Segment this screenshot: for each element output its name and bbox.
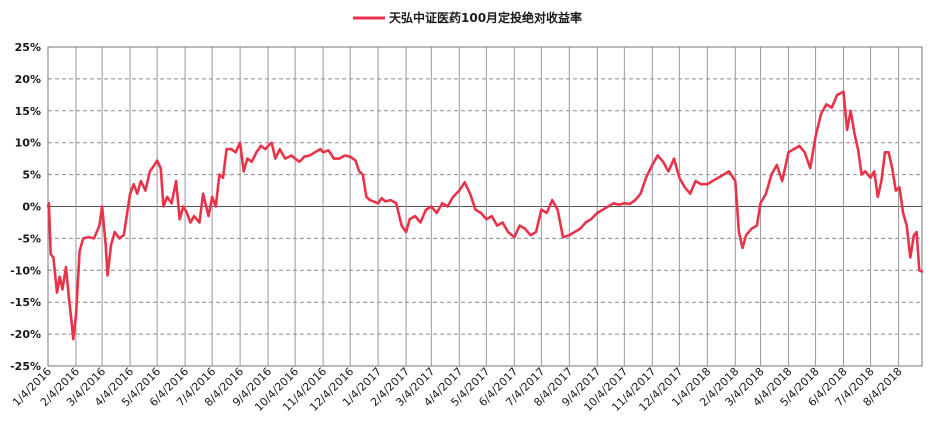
series-line: [46, 90, 924, 341]
y-tick-label: -10%: [10, 264, 41, 277]
grid: [47, 46, 922, 367]
y-tick-label: 5%: [22, 169, 41, 182]
y-tick-label: 0%: [22, 201, 41, 214]
y-tick-label: 10%: [15, 137, 41, 150]
y-tick-label: 20%: [15, 73, 41, 86]
y-tick-label: -5%: [18, 232, 41, 245]
y-tick-label: -15%: [10, 296, 41, 309]
y-tick-label: 15%: [15, 105, 41, 118]
legend-label: 天弘中证医药100月定投绝对收益率: [389, 10, 582, 25]
y-tick-label: 25%: [15, 41, 41, 54]
legend: 天弘中证医药100月定投绝对收益率: [353, 10, 582, 25]
y-tick-label: -25%: [10, 360, 41, 373]
y-tick-label: -20%: [10, 328, 41, 341]
